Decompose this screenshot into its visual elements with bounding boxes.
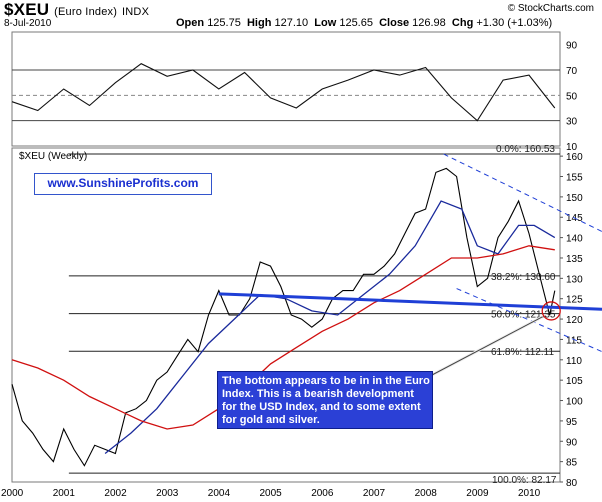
- indicator-ytick-label: 50: [566, 91, 578, 102]
- annotation-text: The bottom appears to be in in the Euro …: [222, 375, 430, 426]
- open-label: Open: [176, 17, 205, 29]
- price-ytick-label: 130: [566, 274, 583, 285]
- price-ytick-label: 105: [566, 376, 583, 387]
- indicator-frame: [11, 31, 561, 147]
- close-value: 126.98: [412, 17, 446, 29]
- annotation-box: The bottom appears to be in in the Euro …: [217, 371, 433, 429]
- fib-label: 0.0%: 160.53: [496, 144, 555, 155]
- fib-label: 50.0%: 121.35: [491, 310, 556, 321]
- chg-label: Chg: [451, 17, 474, 29]
- price-ytick-label: 145: [566, 213, 583, 224]
- fib-label: 38.2%: 130.60: [491, 272, 556, 283]
- symbol-title: $XEU (Euro Index) INDX: [4, 0, 149, 20]
- ohlc-readout: Open 125.75 High 127.10 Low 125.65 Close…: [176, 17, 552, 29]
- x-tick-label: 2008: [415, 488, 438, 499]
- annotation-pointer: [431, 316, 543, 376]
- price-ytick-label: 135: [566, 254, 583, 265]
- high-label: High: [246, 17, 272, 29]
- price-ytick-label: 160: [566, 152, 583, 163]
- weekly-label: $XEU (Weekly): [19, 151, 88, 162]
- x-tick-label: 2003: [156, 488, 179, 499]
- x-tick-label: 2004: [208, 488, 231, 499]
- x-tick-label: 2002: [104, 488, 127, 499]
- x-tick-label: 2010: [518, 488, 541, 499]
- low-label: Low: [314, 17, 337, 29]
- low-value: 125.65: [339, 17, 373, 29]
- x-tick-label: 2005: [259, 488, 282, 499]
- weekly-price-line: [11, 167, 556, 467]
- copyright: © StockCharts.com: [507, 3, 594, 14]
- indicator-line: [11, 63, 556, 122]
- symbol: $XEU: [4, 0, 50, 19]
- price-ytick-label: 140: [566, 234, 583, 245]
- price-ytick-label: 90: [566, 437, 578, 448]
- high-value: 127.10: [274, 17, 309, 29]
- x-tick-label: 2006: [311, 488, 334, 499]
- indicator-ytick-label: 10: [566, 142, 578, 153]
- fib-label: 61.8%: 112.11: [491, 347, 554, 358]
- price-ytick-label: 150: [566, 193, 583, 204]
- price-ytick-label: 95: [566, 417, 578, 428]
- fib-label: 100.0%: 82.17: [492, 475, 557, 486]
- x-tick-label: 2000: [1, 488, 24, 499]
- price-ytick-label: 115: [566, 335, 582, 346]
- chg-value: +1.30 (+1.03%): [476, 17, 553, 29]
- chart-date: 8-Jul-2010: [4, 18, 52, 29]
- x-tick-label: 2001: [53, 488, 76, 499]
- price-ytick-label: 110: [566, 356, 582, 367]
- indicator-ytick-label: 30: [566, 117, 578, 128]
- url-text[interactable]: www.SunshineProfits.com: [47, 176, 199, 190]
- exchange: INDX: [122, 6, 150, 18]
- close-label: Close: [379, 17, 410, 29]
- long-moving-average-line: [11, 245, 555, 430]
- price-ytick-label: 125: [566, 295, 583, 306]
- indicator-ytick-label: 70: [566, 66, 578, 77]
- price-ytick-label: 100: [566, 397, 583, 408]
- open-value: 125.75: [207, 17, 241, 29]
- url-box[interactable]: www.SunshineProfits.com: [34, 173, 212, 195]
- bottom-marker-circle: [541, 301, 561, 321]
- short-moving-average-line: [104, 200, 556, 455]
- x-tick-label: 2007: [363, 488, 386, 499]
- indicator-ytick-label: 90: [566, 41, 578, 52]
- price-frame: [11, 147, 561, 483]
- x-tick-label: 2009: [466, 488, 489, 499]
- channel-upper-line: [443, 153, 602, 232]
- price-ytick-label: 80: [566, 478, 578, 489]
- index-name: (Euro Index): [54, 6, 118, 18]
- price-ytick-label: 155: [566, 173, 583, 184]
- price-ytick-label: 85: [566, 458, 578, 469]
- price-ytick-label: 120: [566, 315, 583, 326]
- support-trendline: [218, 292, 602, 311]
